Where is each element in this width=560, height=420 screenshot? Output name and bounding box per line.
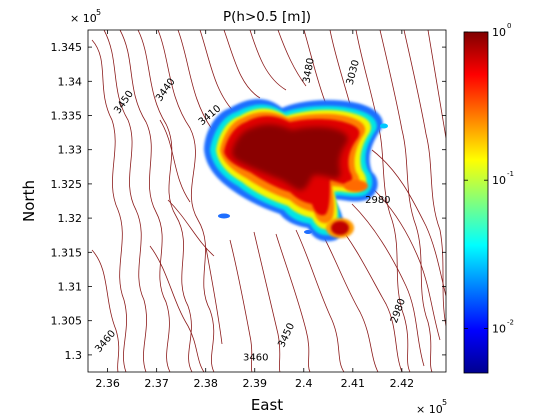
x-tick-label: 2.4 (295, 377, 313, 390)
colorbar (463, 31, 489, 374)
x-exponent-base: × 10 (416, 403, 443, 416)
colorbar-tick-exp: -2 (507, 318, 514, 326)
field-speck-w (218, 213, 230, 219)
contour-label: 3460 (243, 352, 268, 363)
x-tick-label: 2.36 (95, 377, 120, 390)
x-tick-label: 2.39 (242, 377, 267, 390)
x-axis-label: East (251, 396, 283, 414)
y-axis-ticks: 1.3 1.305 1.31 1.315 1.32 1.325 1.33 1.335 1.34 1… (51, 41, 446, 362)
y-exponent-base: × 10 (70, 12, 97, 25)
y-tick-label: 1.33 (58, 144, 83, 157)
colorbar-tick-base: 10 (492, 322, 506, 335)
colorbar-tick-base: 10 (492, 26, 506, 39)
x-tick-label: 2.42 (390, 377, 415, 390)
x-tick-label: 2.38 (193, 377, 218, 390)
y-exponent-power: 5 (96, 8, 101, 17)
y-tick-label: 1.31 (58, 281, 83, 294)
chart-title: P(h>0.5 [m]) (223, 9, 311, 25)
x-exponent: × 10 5 (416, 398, 447, 416)
y-axis-label: North (20, 180, 38, 222)
colorbar-tick-exp: 0 (507, 22, 511, 30)
x-tick-label: 2.41 (341, 377, 366, 390)
probability-field (204, 99, 388, 242)
y-tick-label: 1.305 (51, 315, 83, 328)
colorbar-tick-exp: -1 (507, 170, 514, 178)
field-blob-east (344, 180, 368, 192)
y-tick-label: 1.335 (51, 110, 83, 123)
field-speck-ne (380, 123, 388, 129)
field-speck-s (304, 230, 312, 234)
colorbar-tick-base: 10 (492, 174, 506, 187)
y-tick-label: 1.3 (65, 349, 83, 362)
y-tick-label: 1.32 (58, 212, 83, 225)
y-exponent: × 10 5 (70, 8, 101, 25)
y-tick-label: 1.315 (51, 246, 83, 259)
y-tick-label: 1.345 (51, 41, 83, 54)
x-exponent-power: 5 (442, 398, 447, 407)
field-blob-se-core (331, 221, 349, 235)
axes-box (87, 29, 447, 373)
topographic-contours (91, 30, 446, 372)
y-tick-label: 1.325 (51, 178, 83, 191)
field-dark-red (232, 124, 348, 191)
x-tick-label: 2.37 (144, 377, 169, 390)
y-tick-label: 1.34 (58, 75, 83, 88)
x-axis-ticks: 2.36 2.37 2.38 2.39 2.4 2.41 2.42 (95, 30, 414, 390)
contour-label: 2980 (365, 195, 390, 206)
contour-label: 3480 (302, 57, 317, 84)
